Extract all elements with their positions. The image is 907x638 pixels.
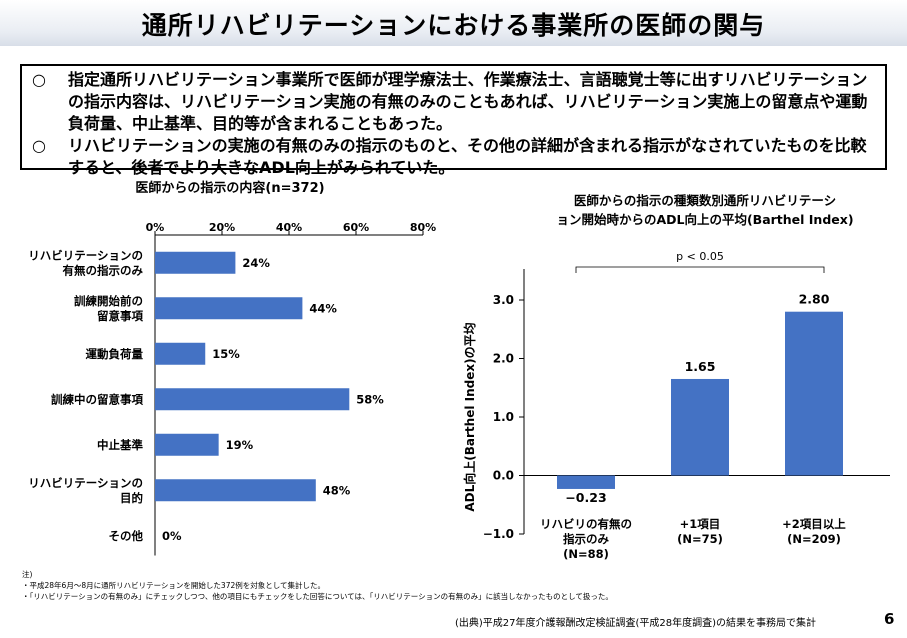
page-number: 6 — [884, 610, 895, 628]
y-tick-label: 0.0 — [493, 469, 514, 483]
category-label: 訓練開始前の — [74, 294, 143, 308]
bar — [155, 479, 316, 502]
x-tick-label: 40% — [276, 221, 302, 234]
value-label: 19% — [226, 438, 254, 452]
chart-title: 医師からの指示の内容(n=372) — [135, 180, 324, 196]
value-label: 44% — [309, 301, 337, 315]
note-line: ・平成28年6月〜8月に通所リハビリテーションを開始した372例を対象として集計… — [22, 581, 326, 590]
source-citation: (出典)平成27年度介護報酬改定検証調査(平成28年度調査)の結果を事務局で集計 — [455, 618, 817, 629]
value-label: 2.80 — [799, 292, 830, 307]
category-label: (N=209) — [787, 532, 841, 546]
bar — [671, 378, 729, 476]
note-line: 注) — [22, 570, 33, 579]
category-label: (N=75) — [677, 532, 723, 546]
category-label: +2項目以上 — [782, 517, 846, 531]
bullet-circle: ○ — [32, 70, 46, 89]
summary-box: ○ 指定通所リハビリテーション事業所で医師が理学療法士、作業療法士、言語聴覚士等… — [20, 64, 887, 177]
adl-improvement-chart: 医師からの指示の種類数別通所リハビリテーション開始時からのADL向上の平均(Ba… — [462, 193, 890, 561]
y-tick-label: −1.0 — [483, 527, 514, 541]
value-label: 24% — [242, 256, 270, 270]
significance-bracket — [575, 266, 825, 273]
bar — [155, 388, 350, 411]
value-label: −0.23 — [565, 490, 606, 505]
category-label: 留意事項 — [97, 309, 143, 323]
summary-text: 指定通所リハビリテーション事業所で医師が理学療法士、作業療法士、言語聴覚士等に出… — [68, 70, 868, 133]
y-tick-label: 3.0 — [493, 293, 514, 307]
bar — [155, 433, 219, 456]
category-label: 有無の指示のみ — [63, 263, 144, 277]
category-label: 訓練中の留意事項 — [51, 392, 143, 406]
bar — [155, 297, 303, 320]
category-label: 運動負荷量 — [86, 347, 144, 361]
category-label: +1項目 — [680, 517, 721, 531]
bar — [155, 342, 206, 365]
value-label: 15% — [212, 347, 240, 361]
category-label: 目的 — [120, 491, 143, 505]
summary-text: リハビリテーションの実施の有無のみの指示のものと、その他の詳細が含まれる指示がな… — [68, 136, 867, 177]
page-title: 通所リハビリテーションにおける事業所の医師の関与 — [141, 11, 766, 40]
category-label: リハビリテーションの — [28, 248, 143, 262]
note-line: ・「リハビリテーションの有無のみ」にチェックしつつ、他の項目にもチェックをした回… — [22, 592, 613, 601]
category-label: 中止基準 — [97, 438, 143, 452]
notes: 注) ・平成28年6月〜8月に通所リハビリテーションを開始した372例を対象とし… — [22, 569, 613, 602]
summary-item: ○ 指定通所リハビリテーション事業所で医師が理学療法士、作業療法士、言語聴覚士等… — [32, 69, 875, 135]
category-label: リハビリの有無の — [540, 517, 632, 531]
category-label: (N=88) — [563, 547, 609, 561]
x-tick-label: 20% — [209, 221, 235, 234]
value-label: 58% — [356, 392, 384, 406]
bar — [155, 251, 236, 274]
bar — [557, 475, 615, 489]
significance-label: p < 0.05 — [676, 250, 724, 263]
category-label: リハビリテーションの — [28, 476, 143, 490]
x-tick-label: 60% — [343, 221, 369, 234]
summary-item: ○ リハビリテーションの実施の有無のみの指示のものと、その他の詳細が含まれる指示… — [32, 135, 875, 179]
y-axis-label: ADL向上(Barthel Index)の平均 — [462, 322, 477, 511]
instruction-content-chart: 医師からの指示の内容(n=372) 0% 20% 40% 60% 80% リハビリテーション… — [28, 180, 436, 556]
chart-title: 医師からの指示の種類数別通所リハビリテーシ — [574, 193, 836, 208]
value-label: 48% — [323, 483, 351, 497]
bullet-circle: ○ — [32, 136, 46, 155]
category-label: 指示のみ — [563, 532, 609, 546]
bar — [785, 311, 843, 476]
x-tick-label: 80% — [410, 221, 436, 234]
y-tick-label: 1.0 — [493, 410, 514, 424]
x-tick-label: 0% — [146, 221, 165, 234]
category-label: その他 — [109, 529, 144, 543]
title-band — [0, 0, 907, 46]
value-label: 0% — [162, 529, 182, 543]
y-tick-label: 2.0 — [493, 352, 514, 366]
chart-title: ョン開始時からのADL向上の平均(Barthel Index) — [556, 212, 853, 227]
value-label: 1.65 — [685, 359, 716, 374]
